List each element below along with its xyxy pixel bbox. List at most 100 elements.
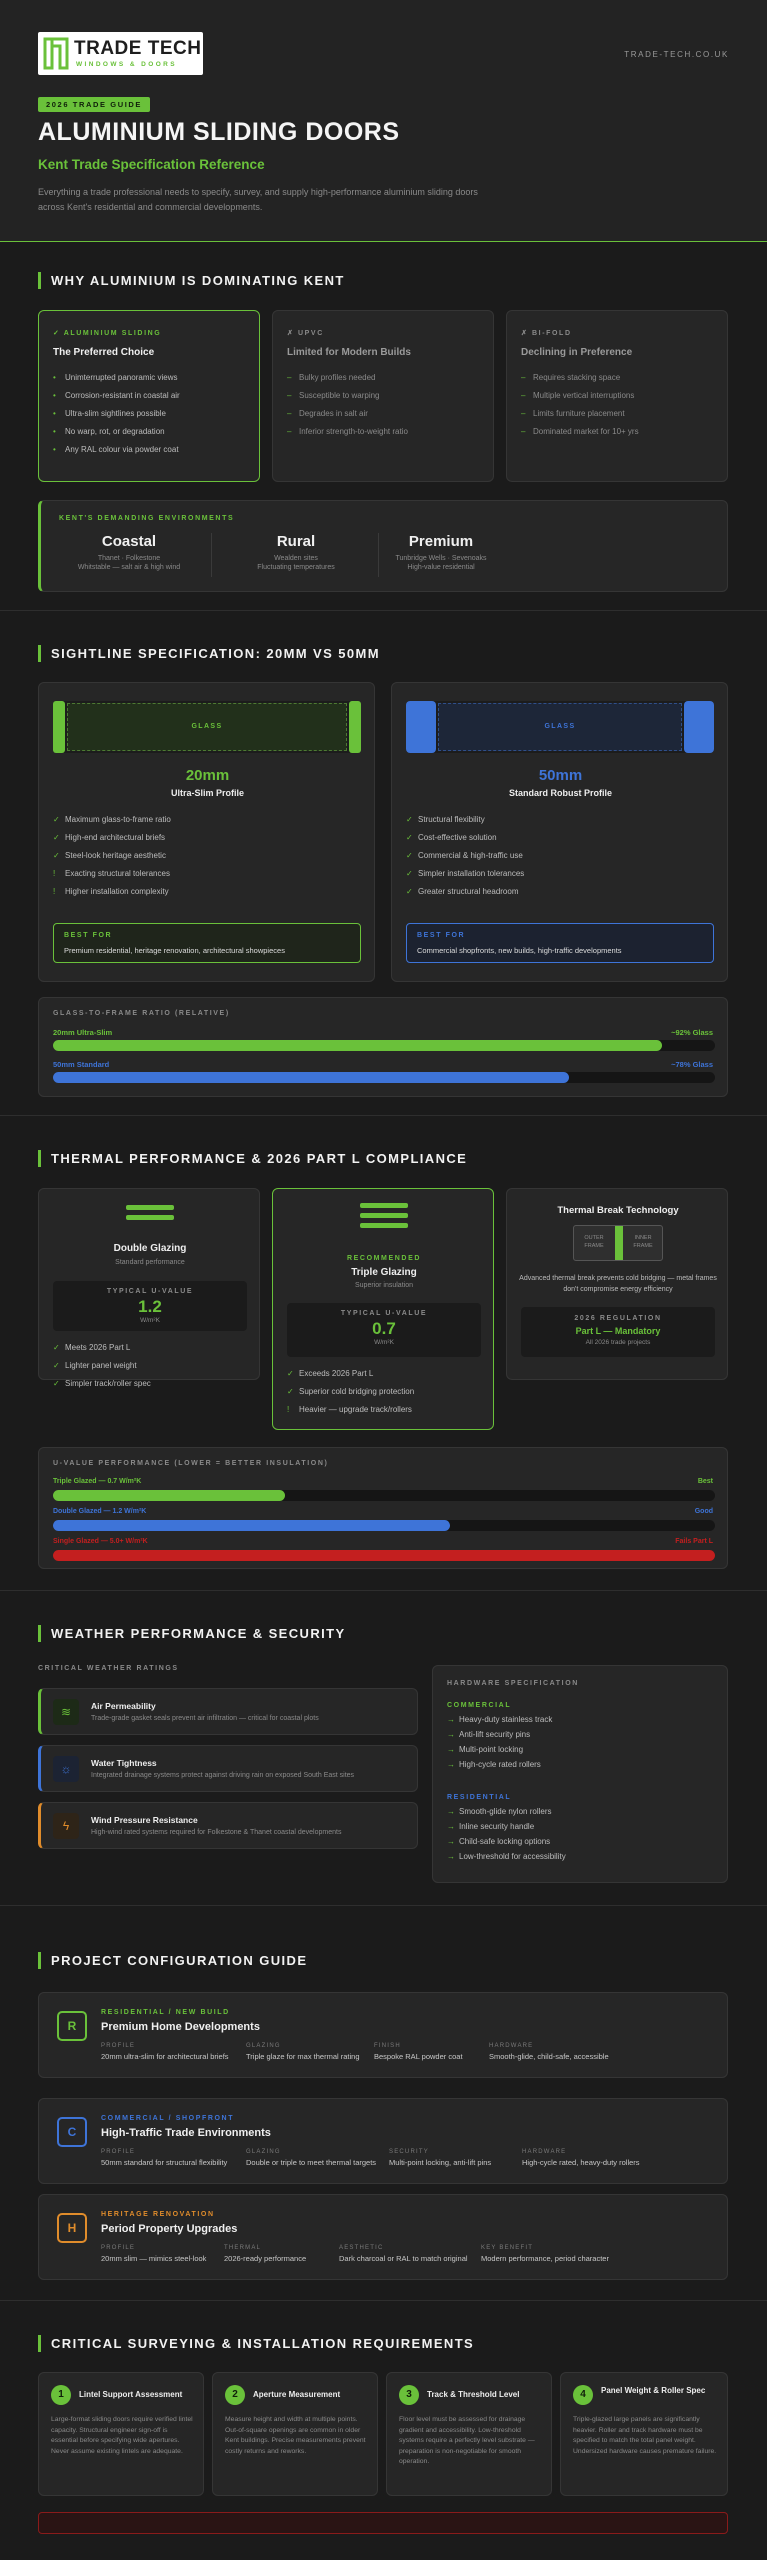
kv-label: HARDWARE <box>522 2149 567 2155</box>
best-for-box: BEST FOR Commercial shopfronts, new buil… <box>406 923 714 963</box>
list-item: – Inferior strength-to-weight ratio <box>287 427 408 436</box>
list-item: ✓ High-end architectural briefs <box>53 833 166 842</box>
list-item: ✓ Structural flexibility <box>406 815 485 824</box>
section-title-weather: WEATHER PERFORMANCE & SECURITY <box>38 1625 346 1642</box>
page-subtitle: Kent Trade Specification Reference <box>38 157 265 172</box>
inner-frame-label: INNER FRAME <box>633 1235 653 1249</box>
ratio-bar-std <box>53 1072 570 1083</box>
glazing-sub: Superior insulation <box>355 1282 413 1289</box>
glass-pane: GLASS <box>67 703 347 751</box>
list-item: – Requires stacking space <box>521 373 621 382</box>
env-coastal: Coastal Thanet · Folkestone Whitstable —… <box>59 533 199 571</box>
card-triple-glazing: RECOMMENDED Triple Glazing Superior insu… <box>272 1188 494 1430</box>
step-name: Panel Weight & Roller Spec <box>601 2386 706 2395</box>
env-divider <box>211 533 212 577</box>
outer-frame-label: OUTER FRAME <box>584 1235 604 1249</box>
frame-right <box>684 701 714 753</box>
section-divider <box>0 1590 767 1591</box>
u-bar-rating: Fails Part L <box>675 1538 713 1545</box>
ratio-label: 20mm Ultra-Slim <box>53 1028 113 1037</box>
step-desc: Large-format sliding doors require verif… <box>51 2416 193 2455</box>
logo[interactable]: TRADE TECH WINDOWS & DOORS <box>38 32 203 75</box>
config-letter: C <box>57 2117 87 2147</box>
list-item: ✓ Superior cold bridging protection <box>287 1387 415 1396</box>
list-item: ✓ Simpler track/roller spec <box>53 1379 151 1388</box>
ratio-track <box>53 1072 715 1083</box>
card-list: • Unimterrupted panoramic views • Corrosio… <box>53 369 180 459</box>
reg-sub: All 2026 trade projects <box>585 1339 651 1346</box>
step-number: 1 <box>51 2385 71 2405</box>
list-item: • Unimterrupted panoramic views <box>53 373 178 382</box>
list-item: ✓ Steel-look heritage aesthetic <box>53 851 166 860</box>
step-number: 4 <box>573 2385 593 2405</box>
step-name: Track & Threshold Level <box>427 2390 520 2399</box>
list-item: ✓ Cost-effective solution <box>406 833 497 842</box>
u-bar-triple <box>53 1490 285 1501</box>
recommended-badge: RECOMMENDED <box>347 1255 421 1262</box>
best-for-box: BEST FOR Premium residential, heritage r… <box>53 923 361 963</box>
card-bifold: ✗ BI-FOLD Declining in Preference – Requi… <box>506 310 728 482</box>
step-number: 2 <box>225 2385 245 2405</box>
u-tag: TYPICAL U-VALUE <box>106 1288 194 1295</box>
site-link[interactable]: TRADE-TECH.CO.UK <box>624 50 729 59</box>
thermal-break-diagram: OUTER FRAME INNER FRAME <box>573 1225 663 1261</box>
u-value: 0.7 <box>372 1319 396 1338</box>
list-item: ✓ Maximum glass-to-frame ratio <box>53 815 171 824</box>
step-number: 3 <box>399 2385 419 2405</box>
config-kv: GLAZING Double or triple to meet thermal … <box>246 2149 376 2167</box>
list-item: → Inline security handle <box>447 1822 535 1831</box>
lightning-icon: ϟ <box>53 1813 79 1839</box>
list-item: ✓ Greater structural headroom <box>406 887 519 896</box>
u-bar-label: Double Glazed — 1.2 W/m²K <box>53 1508 147 1515</box>
logo-mark-icon <box>43 37 69 70</box>
config-kv: HARDWARE Smooth-glide, child-safe, access… <box>489 2043 609 2061</box>
survey-step-2: 2 Aperture Measurement Measure height an… <box>212 2372 378 2496</box>
step-name: Aperture Measurement <box>253 2390 341 2399</box>
thermal-break-bar <box>615 1226 623 1260</box>
section-title-survey: CRITICAL SURVEYING & INSTALLATION REQUIR… <box>38 2335 474 2352</box>
list-item: – Limits furniture placement <box>521 409 625 418</box>
glazing-sub: Standard performance <box>115 1259 185 1266</box>
list-item: ✓ Exceeds 2026 Part L <box>287 1369 374 1378</box>
list-item: ! Exacting structural tolerances <box>53 869 170 878</box>
card-tag: ✗ BI-FOLD <box>521 330 572 337</box>
config-kv: THERMAL 2026-ready performance <box>224 2245 306 2263</box>
card-slim-profile: GLASS 20mm Ultra-Slim Profile ✓ Maximum g… <box>38 682 375 982</box>
list-item: ✓ Simpler installation tolerances <box>406 869 525 878</box>
env-line: Fluctuating temperatures <box>257 564 335 571</box>
kv-value: Double or triple to meet thermal targets <box>246 2158 377 2167</box>
frame-left <box>406 701 436 753</box>
config-kv: FINISH Bespoke RAL powder coat <box>374 2043 463 2061</box>
kv-value: Multi-point locking, anti-lift pins <box>389 2158 492 2167</box>
list-item: • Ultra-slim sightlines possible <box>53 409 166 418</box>
card-double-glazing: Double Glazing Standard performance TYPI… <box>38 1188 260 1388</box>
tbt-desc: Advanced thermal break prevents cold bri… <box>519 1275 717 1293</box>
config-name: Premium Home Developments <box>101 2021 260 2033</box>
card-upvc: ✗ UPVC Limited for Modern Builds – Bulky … <box>272 310 494 482</box>
ratio-tag: GLASS-TO-FRAME RATIO (RELATIVE) <box>53 1010 230 1017</box>
env-line: Thanet · Folkestone <box>97 555 161 562</box>
glazing-name: Triple Glazing <box>351 1267 417 1278</box>
step-name: Lintel Support Assessment <box>79 2390 183 2399</box>
u-value: 1.2 <box>138 1297 162 1316</box>
double-glazing-icon <box>126 1205 174 1220</box>
step-desc: Triple-glazed large panels are significa… <box>573 2416 717 2455</box>
best-for-tag: BEST FOR <box>64 932 113 939</box>
env-rural: Rural Wealden sites Fluctuating temperat… <box>226 533 366 571</box>
u-track <box>53 1520 715 1531</box>
env-name: Coastal <box>101 533 157 550</box>
card-tag: ✗ UPVC <box>287 330 324 337</box>
footer-alert-bar <box>38 2512 728 2534</box>
hardware-panel: HARDWARE SPECIFICATION COMMERCIAL → Heavy… <box>432 1665 728 1883</box>
list-item: ! Higher installation complexity <box>53 887 169 896</box>
kv-value: Smooth-glide, child-safe, accessible <box>489 2052 609 2061</box>
kv-label: PROFILE <box>101 2043 136 2049</box>
reg-tag: 2026 REGULATION <box>574 1315 662 1322</box>
u-panel-tag: U-VALUE PERFORMANCE (LOWER = BETTER INSU… <box>53 1460 329 1467</box>
kv-value: 20mm ultra-slim for architectural briefs <box>101 2052 229 2061</box>
list-item: – Multiple vertical interruptions <box>521 391 635 400</box>
page-title: ALUMINIUM SLIDING DOORS <box>38 118 400 146</box>
list-item: ! Heavier — upgrade track/rollers <box>287 1405 412 1414</box>
ratio-label: 50mm Standard <box>53 1060 110 1069</box>
list-item: – Degrades in salt air <box>287 409 368 418</box>
